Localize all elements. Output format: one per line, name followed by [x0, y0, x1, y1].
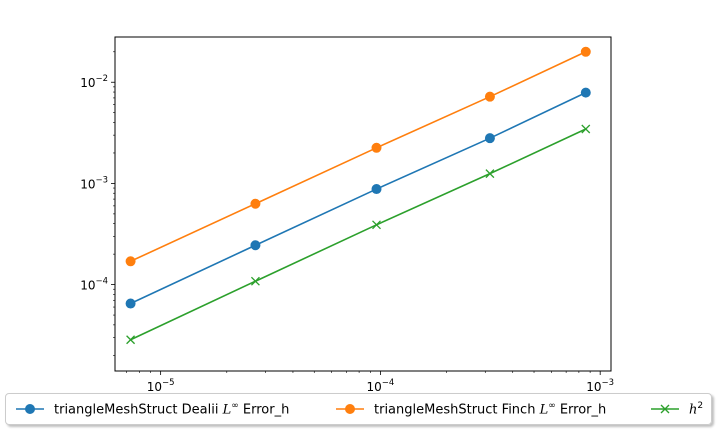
- legend-swatch: [651, 404, 679, 414]
- data-point-s1-0: [125, 256, 136, 267]
- data-point-s1-1: [250, 198, 261, 209]
- marker-stroke: [660, 404, 670, 414]
- legend-swatch: [336, 404, 364, 414]
- data-point-s2-3: [485, 169, 495, 179]
- legend-label: triangleMeshStruct Dealii L∞ Error_h: [54, 400, 290, 418]
- series-layer: [125, 46, 591, 345]
- legend-item-1: triangleMeshStruct Finch L∞ Error_h: [334, 394, 606, 424]
- legend: triangleMeshStruct Dealii L∞ Error_h tria…: [5, 393, 712, 425]
- marker-stroke: [485, 169, 495, 179]
- axes-layer: 10−5 10−4 10−3 10−4 10−3 10−2: [80, 51, 614, 394]
- marker-stroke: [126, 335, 136, 345]
- data-point-s0-0: [125, 298, 136, 309]
- legend-swatch-marker: [25, 404, 35, 414]
- data-point-s2-4: [581, 124, 591, 134]
- legend-item-2: h2: [649, 394, 703, 424]
- data-point-s2-1: [250, 276, 260, 286]
- data-point-s0-3: [484, 133, 495, 144]
- data-point-s1-3: [484, 91, 495, 102]
- legend-swatch: [16, 404, 44, 414]
- legend-item-0: triangleMeshStruct Dealii L∞ Error_h: [14, 394, 289, 424]
- data-point-s0-2: [371, 184, 382, 195]
- marker-stroke: [581, 124, 591, 134]
- marker-stroke: [372, 220, 381, 230]
- marker-stroke: [250, 276, 260, 286]
- data-point-s0-1: [250, 240, 261, 251]
- y-tick-label-1: 10−3: [80, 175, 108, 191]
- y-tick-label-2: 10−2: [80, 74, 108, 90]
- x-tick-label-2: 10−3: [586, 378, 614, 394]
- legend-swatch-marker: [345, 404, 355, 414]
- plot-area: [114, 36, 612, 372]
- y-tick-label-0: 10−4: [80, 277, 108, 293]
- data-point-s1-4: [580, 46, 591, 57]
- data-point-s2-2: [372, 220, 381, 230]
- legend-swatch-marker: [660, 404, 670, 414]
- x-tick-label-0: 10−5: [147, 378, 175, 394]
- legend-label: h2: [689, 400, 704, 418]
- data-point-s1-2: [371, 142, 382, 153]
- x-tick-label-1: 10−4: [366, 378, 394, 394]
- legend-label: triangleMeshStruct Finch L∞ Error_h: [374, 400, 607, 418]
- data-point-s2-0: [126, 335, 136, 345]
- data-point-s0-4: [580, 87, 591, 98]
